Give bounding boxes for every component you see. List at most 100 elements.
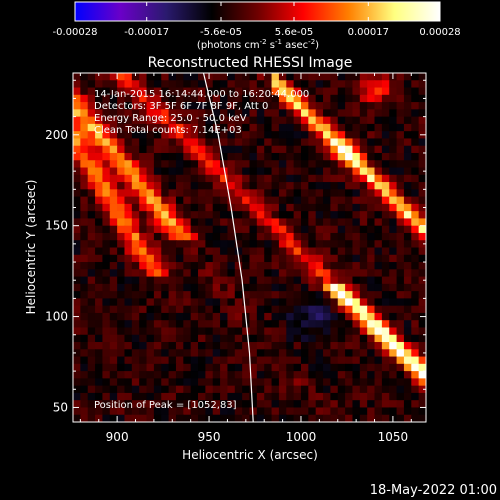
heatmap-cell (198, 232, 206, 241)
heatmap-cell (183, 327, 192, 336)
heatmap-cell (256, 232, 265, 241)
heatmap-cell (337, 167, 346, 176)
heatmap-cell (205, 109, 214, 118)
heatmap-cell (117, 145, 126, 154)
heatmap-cell (278, 247, 287, 256)
heatmap-cell (87, 160, 96, 169)
heatmap-cell (418, 298, 426, 307)
heatmap-cell (131, 87, 140, 96)
heatmap-cell (271, 276, 280, 285)
heatmap-cell (212, 262, 221, 270)
heatmap-cell (234, 298, 243, 307)
heatmap-cell (337, 203, 346, 212)
heatmap-cell (323, 123, 331, 132)
heatmap-cell (87, 356, 96, 365)
heatmap-cell (139, 225, 148, 234)
heatmap-cell (175, 342, 184, 350)
heatmap-cell (175, 138, 184, 147)
heatmap-cell (308, 138, 317, 147)
heatmap-cell (308, 254, 317, 263)
heatmap-cell (293, 400, 302, 409)
heatmap-cell (242, 356, 251, 365)
heatmap-cell (212, 363, 221, 372)
heatmap-cell (330, 109, 339, 118)
heatmap-cell (87, 94, 96, 103)
heatmap-cell (418, 152, 426, 161)
heatmap-cell (256, 254, 265, 263)
heatmap-cell (227, 371, 236, 379)
heatmap-cell (175, 240, 184, 249)
heatmap-cell (146, 87, 155, 96)
heatmap-cell (212, 414, 221, 422)
heatmap-cell (308, 218, 317, 227)
heatmap-cell (146, 225, 155, 234)
heatmap-cell (308, 385, 317, 394)
heatmap-cell (131, 240, 140, 249)
heatmap-cell (198, 414, 206, 422)
heatmap-cell (234, 262, 243, 270)
heatmap-cell (278, 262, 287, 270)
heatmap-cell (418, 196, 426, 205)
heatmap-cell (220, 138, 229, 147)
heatmap-cell (381, 312, 390, 321)
heatmap-cell (330, 254, 339, 263)
heatmap-cell (220, 189, 229, 198)
heatmap-cell (308, 203, 317, 212)
heatmap-cell (249, 94, 258, 103)
heatmap-cell (234, 283, 243, 292)
heatmap-cell (80, 240, 89, 249)
heatmap-cell (153, 349, 162, 358)
heatmap-cell (403, 196, 412, 205)
heatmap-cell (323, 211, 331, 220)
heatmap-cell (308, 225, 317, 234)
colorbar-tick-label: 5.6e-05 (275, 27, 313, 38)
heatmap-cell (330, 392, 339, 401)
heatmap-cell (396, 189, 405, 198)
heatmap-cell (418, 167, 426, 176)
heatmap-cell (161, 160, 170, 169)
heatmap-cell (161, 327, 170, 336)
heatmap-cell (300, 189, 309, 198)
heatmap-cell (183, 262, 192, 270)
heatmap-cell (175, 232, 184, 241)
heatmap-cell (87, 283, 96, 292)
heatmap-cell (411, 334, 420, 343)
heatmap-cell (293, 414, 302, 422)
heatmap-cell (256, 131, 265, 140)
heatmap-cell (124, 247, 133, 256)
heatmap-cell (139, 102, 148, 110)
heatmap-cell (205, 320, 214, 329)
heatmap-cell (345, 414, 354, 422)
heatmap-cell (418, 102, 426, 110)
heatmap-cell (220, 232, 229, 241)
heatmap-cell (175, 305, 184, 314)
heatmap-cell (102, 254, 111, 263)
heatmap-cell (139, 392, 148, 401)
heatmap-cell (389, 407, 398, 416)
heatmap-cell (205, 400, 214, 409)
heatmap-cell (73, 254, 81, 263)
heatmap-cell (411, 327, 420, 336)
heatmap-cell (183, 152, 192, 161)
heatmap-cell (161, 269, 170, 278)
heatmap-cell (323, 203, 331, 212)
heatmap-cell (264, 225, 273, 234)
heatmap-cell (300, 371, 309, 379)
heatmap-cell (278, 73, 287, 81)
heatmap-cell (411, 102, 420, 110)
heatmap-cell (242, 109, 251, 118)
heatmap-cell (249, 167, 258, 176)
heatmap-cell (220, 211, 229, 220)
heatmap-cell (374, 305, 383, 314)
heatmap-cell (411, 349, 420, 358)
heatmap-cell (271, 109, 280, 118)
x-tick-label: 1050 (378, 430, 409, 444)
annotations: 14-Jan-2015 16:14:44.000 to 16:20:44.000… (94, 89, 309, 136)
heatmap-cell (205, 167, 214, 176)
heatmap-cell (396, 320, 405, 329)
heatmap-cell (117, 298, 126, 307)
heatmap-cell (183, 87, 192, 96)
heatmap-cell (80, 123, 89, 132)
heatmap-cell (315, 116, 324, 125)
heatmap-cell (234, 160, 243, 169)
